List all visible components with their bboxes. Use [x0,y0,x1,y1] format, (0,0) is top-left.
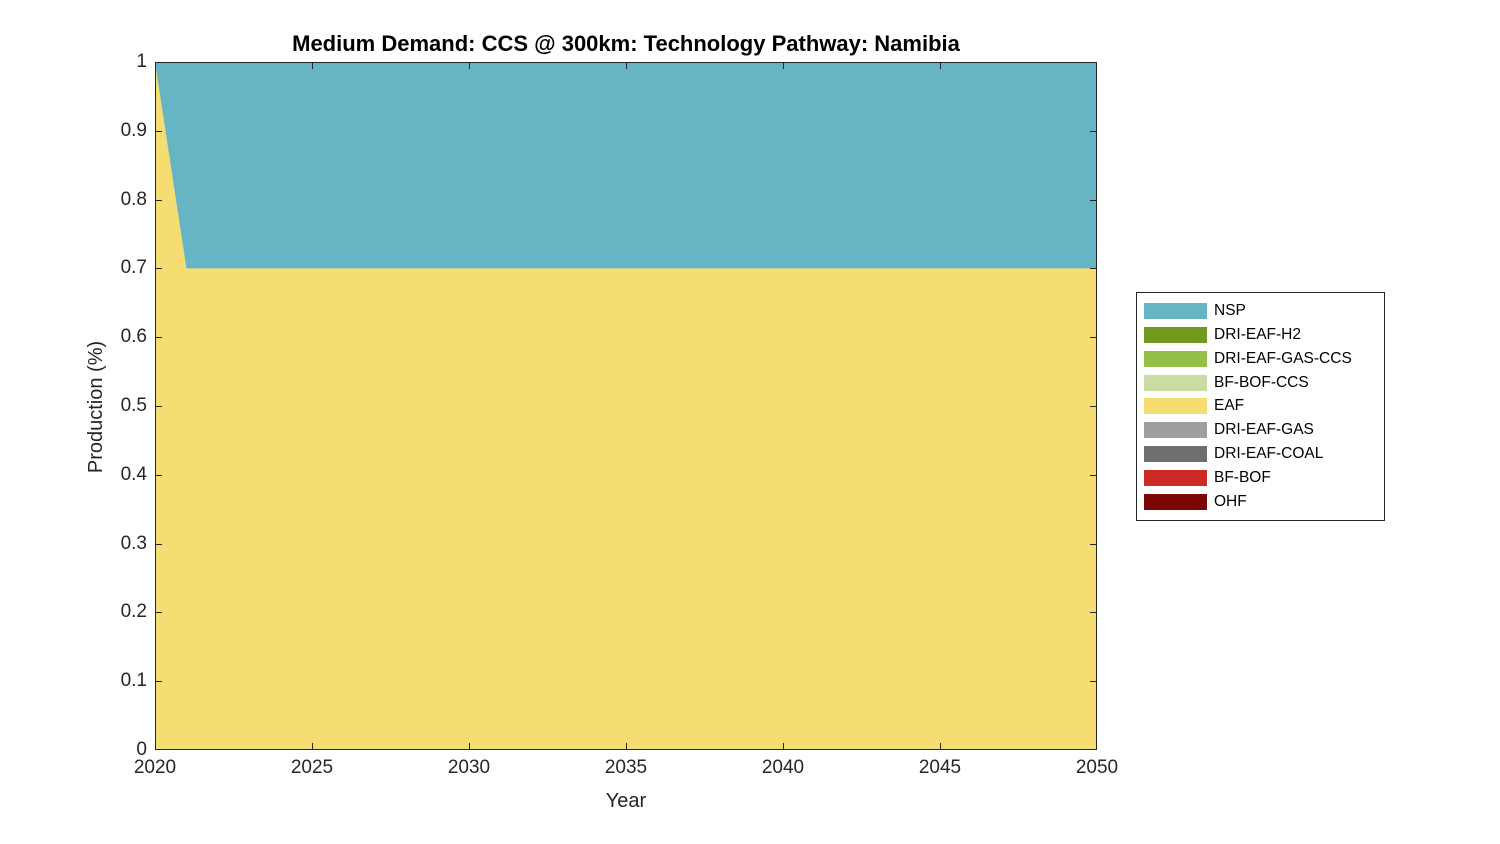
legend-item-nsp: NSP [1137,302,1384,320]
legend-item-eaf: EAF [1137,397,1384,415]
y-axis-tick-label: 0.6 [120,326,147,348]
y-axis-tick-label: 0 [136,739,147,760]
legend-item-dri-eaf-gas: DRI-EAF-GAS [1137,421,1384,439]
legend-swatch [1144,350,1207,367]
chart-title: Medium Demand: CCS @ 300km: Technology P… [292,31,960,56]
legend-label: BF-BOF [1214,469,1271,487]
legend-item-bf-bof-ccs: BF-BOF-CCS [1137,374,1384,392]
y-axis-tick-label: 0.3 [120,532,147,554]
axes-box [155,62,1097,750]
legend-label: OHF [1214,493,1247,511]
legend-label: EAF [1214,397,1245,415]
legend-label: DRI-EAF-H2 [1214,325,1301,343]
x-axis-tick-label: 2020 [133,757,177,778]
legend-swatch [1144,446,1207,463]
y-axis-tick-label: 0.1 [120,670,147,692]
legend-swatch [1144,422,1207,439]
x-axis-tick-label: 2035 [604,757,648,778]
legend-item-ohf: OHF [1137,493,1384,511]
x-axis-tick-label: 2050 [1075,757,1119,778]
legend-label: DRI-EAF-GAS [1214,421,1314,439]
plot-area [155,62,1097,750]
x-axis-tick-label: 2040 [761,757,805,778]
y-axis-tick-label: 0.2 [120,601,147,623]
legend-label: DRI-EAF-GAS-CCS [1214,349,1352,367]
legend-label: BF-BOF-CCS [1214,373,1309,391]
legend-item-dri-eaf-coal: DRI-EAF-COAL [1137,445,1384,463]
legend-swatch [1144,374,1207,391]
legend-swatch [1144,326,1207,343]
area-chart-svg [155,62,1097,750]
area-series-nsp [155,62,1097,269]
legend: NSP DRI-EAF-H2 DRI-EAF-GAS-CCS BF-BOF-CCS EA… [1136,292,1385,521]
legend-label: NSP [1214,301,1246,319]
x-axis-tick-label: 2045 [918,757,962,778]
legend-swatch [1144,302,1207,319]
legend-item-bf-bof: BF-BOF [1137,469,1384,487]
y-axis-tick-label: 0.9 [120,119,147,141]
y-axis-tick-label: 0.4 [120,463,147,485]
y-axis-tick-label: 0.7 [120,257,147,279]
legend-swatch [1144,470,1207,487]
x-axis-label: Year [605,790,647,812]
x-axis-tick-label: 2025 [290,757,334,778]
legend-item-dri-eaf-gas-ccs: DRI-EAF-GAS-CCS [1137,350,1384,368]
legend-swatch [1144,398,1207,415]
legend-label: DRI-EAF-COAL [1214,445,1324,463]
legend-item-dri-eaf-h2: DRI-EAF-H2 [1137,326,1384,344]
legend-swatch [1144,494,1207,511]
area-series-eaf [155,62,1097,750]
y-axis-label: Production (%) [85,340,107,474]
y-axis-tick-label: 0.5 [120,395,147,416]
x-axis-tick-label: 2030 [447,757,491,778]
y-axis-tick-label: 1 [136,51,147,72]
y-axis-tick-label: 0.8 [120,188,147,210]
